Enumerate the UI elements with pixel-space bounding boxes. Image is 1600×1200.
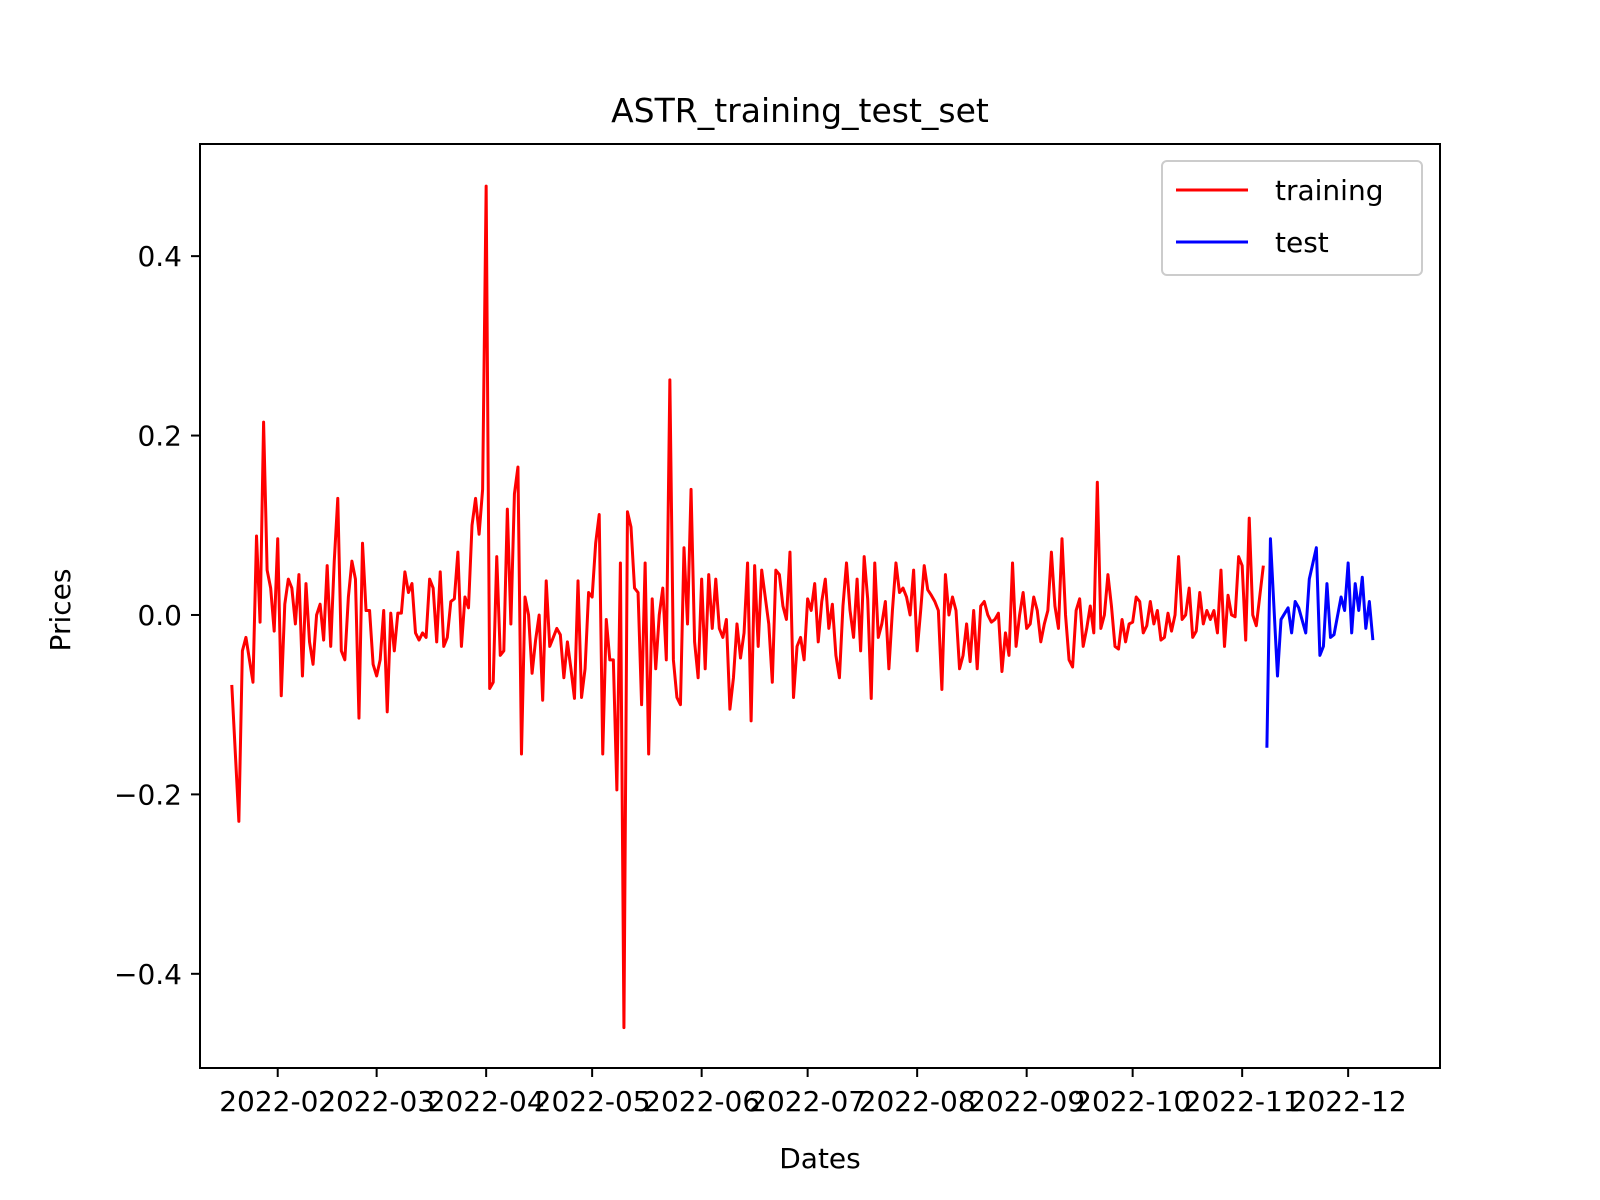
legend-label-training: training: [1275, 174, 1383, 207]
axes-frame: [199, 143, 1441, 1069]
y-tick-label-1: −0.2: [114, 778, 182, 811]
x-tick-label-6: 2022-08: [859, 1085, 976, 1118]
y-tick-label-2: 0.0: [137, 599, 182, 632]
chart-title: ASTR_training_test_set: [611, 91, 989, 130]
x-tick-label-8: 2022-10: [1074, 1085, 1191, 1118]
y-axis-label: Prices: [44, 569, 77, 652]
x-tick-label-7: 2022-09: [968, 1085, 1085, 1118]
y-tick-label-4: 0.4: [137, 240, 182, 273]
x-tick-label-5: 2022-07: [749, 1085, 866, 1118]
y-tick-label-3: 0.2: [137, 420, 182, 453]
y-axis: −0.4 −0.2 0.0 0.2 0.4: [114, 240, 200, 991]
x-tick-label-1: 2022-03: [318, 1085, 435, 1118]
x-axis-label: Dates: [779, 1142, 861, 1175]
legend: training test: [1161, 160, 1423, 276]
x-tick-label-2: 2022-04: [428, 1085, 545, 1118]
x-tick-label-4: 2022-06: [643, 1085, 760, 1118]
x-axis: 2022-022022-032022-042022-052022-062022-…: [219, 1068, 1407, 1118]
plot-area: [230, 184, 1375, 1030]
legend-label-test: test: [1275, 226, 1329, 259]
x-tick-label-9: 2022-11: [1184, 1085, 1301, 1118]
series-line-training: [230, 184, 1265, 1030]
x-tick-label-10: 2022-12: [1290, 1085, 1407, 1118]
x-tick-label-0: 2022-02: [219, 1085, 336, 1118]
x-tick-label-3: 2022-05: [534, 1085, 651, 1118]
y-tick-label-0: −0.4: [114, 958, 182, 991]
series-line-test: [1265, 537, 1375, 748]
